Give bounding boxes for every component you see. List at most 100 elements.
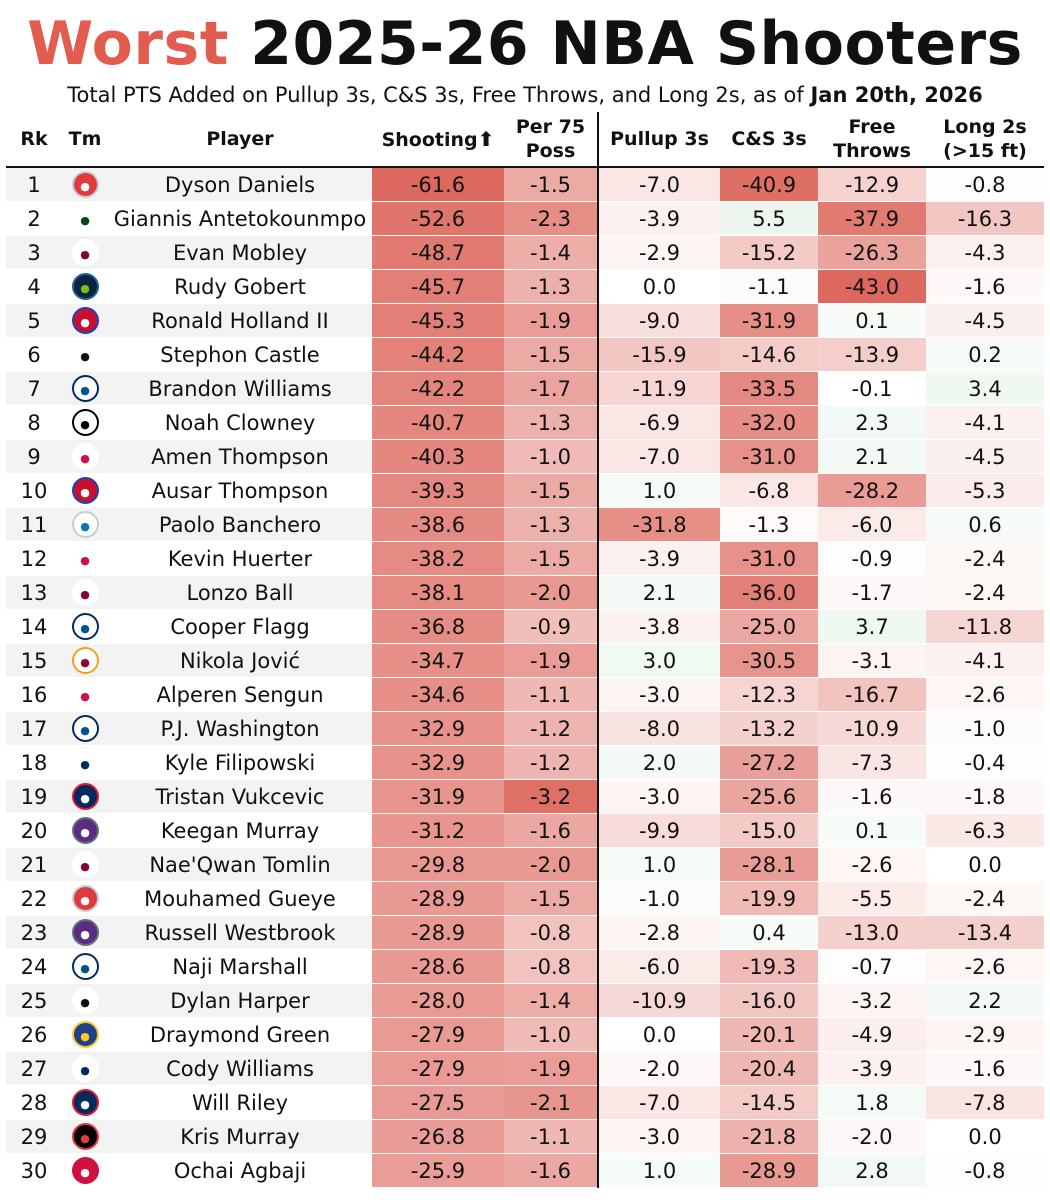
table-row[interactable]: 23 ● Russell Westbrook -28.9 -0.8 -2.8 0.4 -13.…: [6, 915, 1044, 950]
cs-value-cell: -19.3: [720, 949, 818, 984]
shooting-value-cell: -40.7: [372, 405, 504, 440]
table-row[interactable]: 4 ● Rudy Gobert -45.7 -1.3 0.0 -1.1 -43.0 -1.6: [6, 269, 1044, 304]
cs-value-cell: -28.9: [720, 1153, 818, 1188]
long2-value-cell: 3.4: [926, 371, 1044, 406]
table-row[interactable]: 26 ● Draymond Green -27.9 -1.0 0.0 -20.1 -4.9 -2…: [6, 1017, 1044, 1052]
per75-header-line1: Per 75: [515, 116, 586, 138]
table-row[interactable]: 17 ● P.J. Washington -32.9 -1.2 -8.0 -13.2 -10.…: [6, 711, 1044, 746]
rank-cell: 5: [6, 303, 62, 338]
table-row[interactable]: 16 ● Alperen Sengun -34.6 -1.1 -3.0 -12.3 -16.7…: [6, 677, 1044, 712]
kings-logo-icon: ●: [71, 919, 99, 946]
ft-value-cell: -2.0: [818, 1119, 926, 1154]
long2-value-cell: -2.6: [926, 949, 1044, 984]
table-row[interactable]: 3 ● Evan Mobley -48.7 -1.4 -2.9 -15.2 -26.3 -4.3: [6, 235, 1044, 270]
table-row[interactable]: 13 ● Lonzo Ball -38.1 -2.0 2.1 -36.0 -1.7 -2.4: [6, 575, 1044, 610]
player-cell: Stephon Castle: [108, 337, 372, 372]
cs-value-cell: -6.8: [720, 473, 818, 508]
table-row[interactable]: 7 ● Brandon Williams -42.2 -1.7 -11.9 -33.5 -0.…: [6, 371, 1044, 406]
table-row[interactable]: 20 ● Keegan Murray -31.2 -1.6 -9.9 -15.0 0.1 -6.…: [6, 813, 1044, 848]
cs-value-cell: 5.5: [720, 201, 818, 236]
column-header-cs[interactable]: C&S 3s: [720, 112, 818, 168]
team-cell: ●: [62, 1017, 108, 1052]
team-cell: ●: [62, 167, 108, 202]
player-cell: Alperen Sengun: [108, 677, 372, 712]
pullup-value-cell: -7.0: [597, 439, 720, 474]
column-header-rk[interactable]: Rk: [6, 112, 62, 168]
table-row[interactable]: 21 ● Nae'Qwan Tomlin -29.8 -2.0 1.0 -28.1 -2.6 0…: [6, 847, 1044, 882]
column-header-per75[interactable]: Per 75 Poss: [504, 112, 598, 168]
player-cell: Giannis Antetokounmpo: [108, 201, 372, 236]
ft-value-cell: -13.0: [818, 915, 926, 950]
table-row[interactable]: 27 ● Cody Williams -27.9 -1.9 -2.0 -20.4 -3.9 -1…: [6, 1051, 1044, 1086]
warriors-logo-icon: ●: [71, 1021, 99, 1048]
mavericks-logo-icon: ●: [71, 613, 99, 640]
shooting-value-cell: -27.5: [372, 1085, 504, 1120]
table-row[interactable]: 12 ● Kevin Huerter -38.2 -1.5 -3.9 -31.0 -0.9 -2…: [6, 541, 1044, 576]
table-row[interactable]: 8 ● Noah Clowney -40.7 -1.3 -6.9 -32.0 2.3 -4.1: [6, 405, 1044, 440]
pullup-value-cell: -2.9: [597, 235, 720, 270]
table-row[interactable]: 30 ● Ochai Agbaji -25.9 -1.6 1.0 -28.9 2.8 -0.8: [6, 1153, 1044, 1188]
column-header-pullup[interactable]: Pullup 3s: [597, 112, 720, 168]
ft-header-line1: Free: [848, 116, 896, 138]
table-row[interactable]: 29 ● Kris Murray -26.8 -1.1 -3.0 -21.8 -2.0 0.0: [6, 1119, 1044, 1154]
long2-header-line1: Long 2s: [943, 116, 1027, 138]
shooting-value-cell: -27.9: [372, 1017, 504, 1052]
long2-value-cell: -0.8: [926, 167, 1044, 202]
pullup-value-cell: -6.9: [597, 405, 720, 440]
per75-value-cell: -3.2: [504, 779, 598, 814]
cs-value-cell: -15.2: [720, 235, 818, 270]
column-header-tm[interactable]: Tm: [62, 112, 108, 168]
rank-cell: 13: [6, 575, 62, 610]
cs-value-cell: -31.0: [720, 439, 818, 474]
table-row[interactable]: 11 ● Paolo Banchero -38.6 -1.3 -31.8 -1.3 -6.0 0…: [6, 507, 1044, 542]
shooting-value-cell: -28.0: [372, 983, 504, 1018]
bucks-logo-icon: ●: [71, 205, 99, 232]
table-row[interactable]: 9 ● Amen Thompson -40.3 -1.0 -7.0 -31.0 2.1 -4.5: [6, 439, 1044, 474]
per75-value-cell: -1.7: [504, 371, 598, 406]
rank-cell: 1: [6, 167, 62, 202]
shooting-value-cell: -42.2: [372, 371, 504, 406]
per75-value-cell: -1.9: [504, 643, 598, 678]
jazz-logo-icon: ●: [71, 749, 99, 776]
mavericks-logo-icon: ●: [71, 375, 99, 402]
long2-value-cell: -1.0: [926, 711, 1044, 746]
wizards-logo-icon: ●: [71, 783, 99, 810]
team-cell: ●: [62, 439, 108, 474]
team-cell: ●: [62, 779, 108, 814]
long2-value-cell: -0.8: [926, 1153, 1044, 1188]
table-row[interactable]: 28 ● Will Riley -27.5 -2.1 -7.0 -14.5 1.8 -7.8: [6, 1085, 1044, 1120]
table-row[interactable]: 2 ● Giannis Antetokounmpo -52.6 -2.3 -3.9 5.5-…: [6, 201, 1044, 236]
rank-cell: 8: [6, 405, 62, 440]
long2-value-cell: 0.6: [926, 507, 1044, 542]
player-cell: Cooper Flagg: [108, 609, 372, 644]
ft-value-cell: -3.2: [818, 983, 926, 1018]
column-header-shooting[interactable]: Shooting⬆: [372, 112, 504, 168]
table-row[interactable]: 22 ● Mouhamed Gueye -28.9 -1.5 -1.0 -19.9 -5.5-…: [6, 881, 1044, 916]
table-row[interactable]: 6 ● Stephon Castle -44.2 -1.5 -15.9 -14.6 -13.9…: [6, 337, 1044, 372]
table-row[interactable]: 5 ● Ronald Holland II -45.3 -1.9 -9.0 -31.9 0.1…: [6, 303, 1044, 338]
column-header-player[interactable]: Player: [108, 112, 372, 168]
pullup-value-cell: 1.0: [597, 1153, 720, 1188]
player-cell: Cody Williams: [108, 1051, 372, 1086]
table-row[interactable]: 10 ● Ausar Thompson -39.3 -1.5 1.0 -6.8 -28.2 -5…: [6, 473, 1044, 508]
shooting-value-cell: -39.3: [372, 473, 504, 508]
table-row[interactable]: 14 ● Cooper Flagg -36.8 -0.9 -3.8 -25.0 3.7 -11.…: [6, 609, 1044, 644]
jazz-logo-icon: ●: [71, 1055, 99, 1082]
pullup-value-cell: -3.9: [597, 201, 720, 236]
table-row[interactable]: 24 ● Naji Marshall -28.6 -0.8 -6.0 -19.3 -0.7 -2…: [6, 949, 1044, 984]
cs-value-cell: -20.4: [720, 1051, 818, 1086]
table-row[interactable]: 25 ● Dylan Harper -28.0 -1.4 -10.9 -16.0 -3.2 2.…: [6, 983, 1044, 1018]
cs-value-cell: -25.0: [720, 609, 818, 644]
column-header-long2[interactable]: Long 2s (>15 ft): [926, 112, 1044, 168]
shooting-value-cell: -27.9: [372, 1051, 504, 1086]
table-row[interactable]: 19 ● Tristan Vukcevic -31.9 -3.2 -3.0 -25.6 -1.…: [6, 779, 1044, 814]
table-row[interactable]: 18 ● Kyle Filipowski -32.9 -1.2 2.0 -27.2 -7.3-…: [6, 745, 1044, 780]
team-cell: ●: [62, 1153, 108, 1188]
table-row[interactable]: 1 ● Dyson Daniels -61.6 -1.5 -7.0 -40.9 -12.9 -0…: [6, 167, 1044, 202]
per75-value-cell: -1.5: [504, 337, 598, 372]
team-cell: ●: [62, 405, 108, 440]
pullup-value-cell: -2.0: [597, 1051, 720, 1086]
column-header-ft[interactable]: Free Throws: [818, 112, 926, 168]
table-row[interactable]: 15 ● Nikola Jović -34.7 -1.9 3.0 -30.5 -3.1 -4.1: [6, 643, 1044, 678]
player-cell: Nikola Jović: [108, 643, 372, 678]
